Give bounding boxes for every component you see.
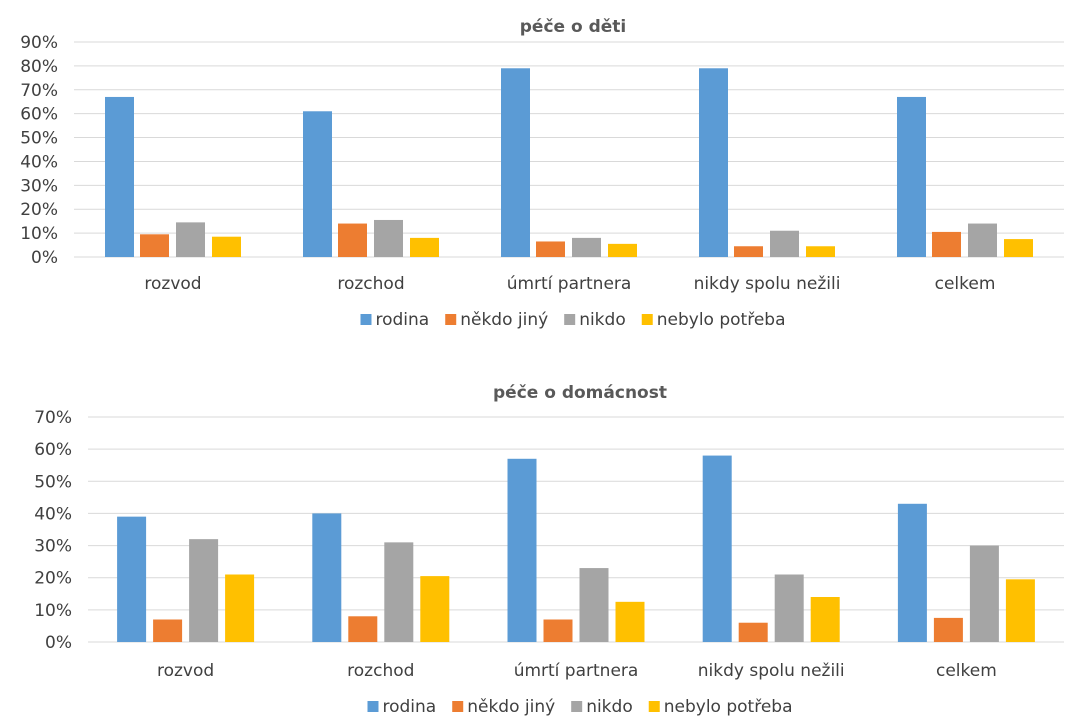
bar-někdo-jiný-1 [140, 234, 169, 257]
y-tick-label: 40% [20, 152, 58, 172]
x-category-label: celkem [936, 661, 997, 681]
legend-label: někdo jiný [467, 697, 555, 717]
y-tick-label: 10% [34, 601, 72, 621]
y-tick-label: 60% [20, 105, 58, 125]
x-category-label: nikdy spolu nežili [694, 274, 841, 294]
bar-někdo-jiný-1 [153, 619, 183, 642]
x-category-label: celkem [935, 274, 996, 294]
bar-nebylo-potřeba-3 [615, 601, 645, 642]
legend-swatch [648, 701, 660, 712]
bar-nikdo-5 [968, 223, 997, 257]
y-tick-label: 90% [20, 33, 58, 53]
legend-swatch [452, 701, 464, 712]
bar-nebylo-potřeba-1 [225, 574, 255, 642]
bar-rodina-4 [699, 68, 728, 258]
y-tick-label: 70% [20, 81, 58, 101]
y-tick-label: 20% [34, 569, 72, 589]
legend-label: nikdo [579, 310, 626, 330]
bar-nebylo-potřeba-5 [1004, 239, 1033, 257]
y-tick-label: 50% [20, 129, 58, 149]
x-category-label: úmrtí partnera [514, 661, 639, 681]
bar-nebylo-potřeba-3 [608, 243, 637, 257]
bar-rodina-5 [897, 96, 926, 257]
y-tick-label: 50% [34, 472, 72, 492]
y-tick-label: 30% [34, 537, 72, 557]
bar-nebylo-potřeba-4 [806, 246, 835, 257]
y-tick-label: 80% [20, 57, 58, 77]
bar-rodina-3 [507, 458, 537, 642]
legend-label: rodina [375, 310, 429, 330]
legend-label: nikdo [586, 697, 633, 717]
bar-někdo-jiný-4 [734, 246, 763, 257]
bar-nikdo-5 [969, 545, 999, 642]
legend-label: nebylo potřeba [657, 310, 786, 330]
bar-nebylo-potřeba-2 [410, 237, 439, 257]
legend-label: nebylo potřeba [664, 697, 793, 717]
bar-nikdo-4 [774, 574, 804, 642]
bar-nebylo-potřeba-5 [1005, 579, 1035, 642]
bar-nikdo-1 [189, 539, 219, 642]
bar-nebylo-potřeba-2 [420, 576, 450, 642]
y-tick-label: 70% [34, 408, 72, 428]
y-tick-label: 0% [45, 633, 72, 653]
chart-1: péče o děti 0% 10% 20% 30% 40% 50% 60% 70% 80% 90%… [20, 17, 1064, 330]
bar-někdo-jiný-5 [933, 617, 963, 642]
x-category-label: úmrtí partnera [507, 274, 632, 294]
bar-nikdo-1 [176, 222, 205, 257]
bar-nebylo-potřeba-4 [810, 597, 840, 642]
y-tick-label: 30% [20, 176, 58, 196]
bar-nikdo-3 [579, 568, 609, 642]
bar-někdo-jiný-2 [348, 616, 378, 642]
legend: rodina někdo jiný nikdo nebylo potřeba [360, 310, 786, 330]
legend-label: někdo jiný [460, 310, 548, 330]
chart-title: péče o děti [520, 17, 626, 37]
bar-někdo-jiný-2 [338, 223, 367, 257]
bar-rodina-2 [312, 513, 342, 642]
bar-někdo-jiný-3 [536, 241, 565, 257]
legend-swatch [641, 314, 653, 325]
legend-label: rodina [382, 697, 436, 717]
bar-někdo-jiný-4 [738, 622, 768, 642]
y-tick-label: 0% [31, 248, 58, 268]
legend-swatch [571, 701, 583, 712]
legend-swatch [445, 314, 457, 325]
x-category-label: nikdy spolu nežili [698, 661, 845, 681]
legend-swatch [564, 314, 576, 325]
y-tick-label: 20% [20, 200, 58, 220]
y-tick-label: 10% [20, 224, 58, 244]
bar-rodina-1 [105, 96, 134, 257]
bar-nikdo-2 [374, 219, 403, 257]
bar-nikdo-2 [384, 542, 414, 642]
bar-nikdo-3 [572, 237, 601, 257]
bar-nikdo-4 [770, 230, 799, 257]
bar-nebylo-potřeba-1 [212, 236, 241, 257]
bar-rodina-3 [501, 68, 530, 258]
legend-swatch [367, 701, 379, 712]
chart-title: péče o domácnost [493, 383, 667, 403]
bar-rodina-4 [702, 455, 732, 642]
x-category-label: rozvod [144, 274, 201, 294]
bar-rodina-1 [117, 516, 147, 642]
bar-rodina-2 [303, 111, 332, 258]
legend-swatch [360, 314, 372, 325]
y-tick-label: 60% [34, 440, 72, 460]
x-category-label: rozchod [347, 661, 414, 681]
x-category-label: rozvod [157, 661, 214, 681]
bar-někdo-jiný-5 [932, 231, 961, 257]
bar-někdo-jiný-3 [543, 619, 573, 642]
y-tick-label: 40% [34, 504, 72, 524]
bar-rodina-5 [897, 503, 927, 642]
x-category-label: rozchod [337, 274, 404, 294]
chart-2: péče o domácnost 0% 10% 20% 30% 40% 50% 60% 70% r… [34, 383, 1064, 717]
legend: rodina někdo jiný nikdo nebylo potřeba [367, 697, 793, 717]
